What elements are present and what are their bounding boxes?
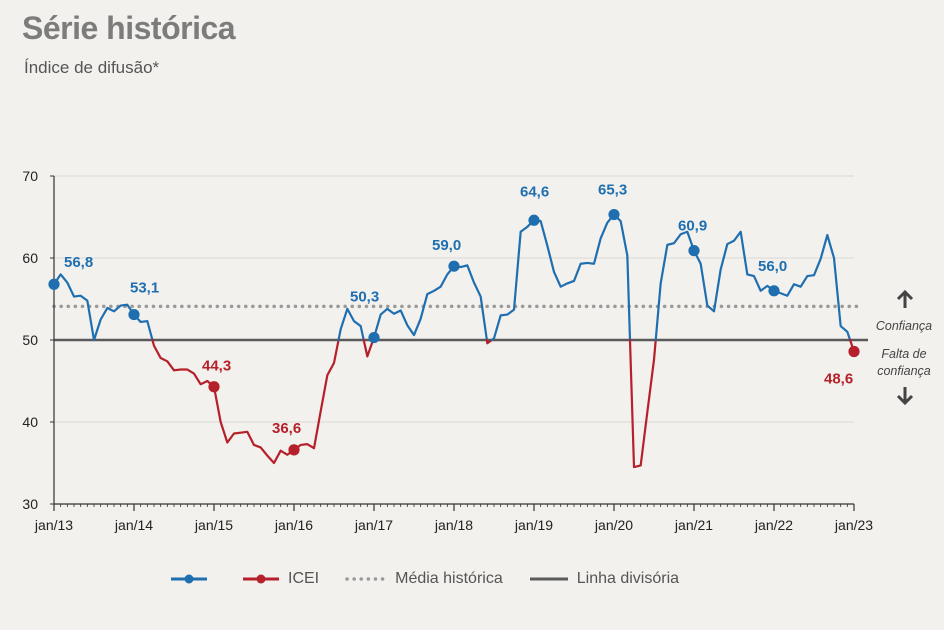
y-gridlines: [54, 175, 854, 423]
arrow-up-icon: [896, 289, 914, 308]
arrow-down-icon: [896, 387, 914, 406]
data-point-jan-18: [448, 260, 460, 272]
data-point-jan-15: [208, 381, 220, 393]
x-tick-label-2: jan/15: [194, 517, 233, 533]
icei-line-segment-below-5: [485, 338, 493, 345]
data-point-jan-22: [768, 285, 780, 297]
x-tick-label-9: jan/22: [754, 517, 793, 533]
confidence-side-panel: Confiança Falta de confiança: [876, 289, 932, 406]
x-tick-label-3: jan/16: [274, 517, 313, 533]
icei-line-segment-below-1: [151, 338, 340, 465]
data-label-jan-20: 65,3: [598, 182, 627, 199]
y-axis-ticks: 30 40 50 60 70: [22, 168, 54, 512]
data-labels: 56,8 53,1 44,3 36,6 50,3 59,0 64,6 65,3 60,9 56,0…: [64, 182, 853, 437]
no-confidence-label-line2: confiança: [877, 364, 931, 378]
data-point-jan-14: [128, 308, 140, 321]
data-label-jan-22: 56,0: [758, 258, 787, 275]
legend: ICEI Média histórica Linha divisória: [170, 570, 705, 588]
x-tick-label-8: jan/21: [674, 517, 713, 533]
icei-line-segment-above-4: [372, 264, 488, 342]
reference-lines: [52, 304, 868, 342]
x-tick-label-4: jan/17: [354, 517, 393, 533]
data-label-jan-17: 50,3: [350, 289, 379, 306]
data-point-jan-23: [848, 345, 860, 358]
data-point-jan-13: [48, 278, 60, 290]
x-axis-ticks: jan/13 jan/14 jan/15 jan/16 jan/17 jan/18 jan/…: [34, 504, 873, 533]
legend-item-historical-mean: Média histórica: [345, 570, 503, 588]
data-label-jan-13: 56,8: [64, 254, 93, 271]
x-tick-label-1: jan/14: [114, 517, 153, 533]
confidence-label: Confiança: [876, 319, 932, 333]
legend-item-icei-blue: [170, 572, 216, 586]
data-point-jan-16: [288, 444, 300, 456]
legend-swatch-divider: [529, 577, 568, 581]
legend-item-dividing-line: Linha divisória: [529, 570, 679, 588]
y-tick-label-40: 40: [22, 414, 38, 430]
data-point-jan-19: [528, 214, 540, 226]
icei-line-segment-above-8: [654, 230, 852, 342]
legend-swatch-blue: [171, 574, 207, 584]
data-label-jan-15: 44,3: [202, 358, 231, 375]
no-confidence-label-line1: Falta de: [881, 347, 926, 361]
legend-swatch-red: [243, 574, 279, 584]
chart-title: Série histórica: [22, 10, 236, 46]
data-point-jan-17: [368, 331, 380, 344]
y-tick-label-70: 70: [22, 168, 38, 184]
x-tick-label-10: jan/23: [834, 517, 873, 533]
x-tick-label-5: jan/18: [434, 517, 473, 533]
data-point-jan-21: [688, 245, 700, 257]
icei-line-segment-above-6: [490, 213, 632, 342]
data-label-jan-19: 64,6: [520, 183, 549, 200]
data-point-jan-20: [608, 208, 620, 221]
icei-line-segment-below-3: [362, 338, 375, 358]
x-tick-label-7: jan/20: [594, 517, 633, 533]
icei-series: [52, 213, 856, 469]
data-label-jan-21: 60,9: [678, 218, 707, 235]
chart-subtitle: Índice de difusão*: [24, 58, 160, 77]
legend-swatch-mean: [345, 577, 388, 581]
x-tick-label-6: jan/19: [514, 517, 553, 533]
icei-line-segment-above-2: [337, 307, 365, 342]
data-label-jan-14: 53,1: [130, 280, 159, 297]
y-tick-label-30: 30: [22, 496, 38, 512]
y-tick-label-60: 60: [22, 250, 38, 266]
data-label-jan-18: 59,0: [432, 237, 461, 254]
legend-item-icei: ICEI: [242, 570, 319, 588]
legend-label-dividing-line: Linha divisória: [576, 570, 680, 587]
legend-label-historical-mean: Média histórica: [395, 570, 503, 587]
annotated-points: [48, 208, 860, 456]
legend-label-icei: ICEI: [288, 570, 320, 587]
data-label-jan-23: 48,6: [824, 370, 853, 387]
data-label-jan-16: 36,6: [272, 420, 301, 437]
x-tick-label-0: jan/13: [34, 517, 73, 533]
icei-line-segment-below-7: [628, 338, 657, 469]
y-tick-label-50: 50: [22, 332, 38, 348]
